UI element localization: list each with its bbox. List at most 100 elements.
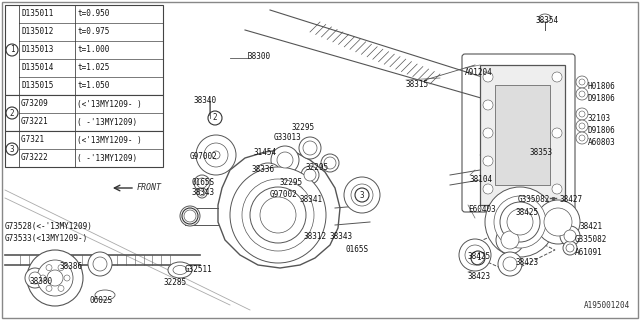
Circle shape: [88, 252, 112, 276]
Text: 38315: 38315: [406, 80, 429, 89]
Bar: [5, 5, 163, 95]
Text: G73528(<-'13MY1209): G73528(<-'13MY1209): [5, 222, 93, 231]
Text: G33013: G33013: [274, 133, 301, 142]
Circle shape: [459, 239, 491, 271]
Text: t=1.050: t=1.050: [77, 82, 109, 91]
Circle shape: [494, 196, 546, 248]
Circle shape: [303, 141, 317, 155]
Circle shape: [277, 152, 293, 168]
Ellipse shape: [549, 212, 557, 218]
Text: t=0.975: t=0.975: [77, 28, 109, 36]
Circle shape: [552, 72, 562, 82]
Text: H01806: H01806: [588, 82, 616, 91]
Circle shape: [196, 135, 236, 175]
Text: G73209: G73209: [21, 100, 49, 108]
Text: (<'13MY1209- ): (<'13MY1209- ): [77, 135, 141, 145]
Text: G335082: G335082: [518, 195, 550, 204]
Circle shape: [25, 268, 45, 288]
Circle shape: [576, 120, 588, 132]
Text: 38423: 38423: [468, 272, 491, 281]
Circle shape: [283, 180, 309, 206]
Circle shape: [564, 230, 576, 242]
Text: 32295: 32295: [280, 178, 303, 187]
Circle shape: [58, 265, 64, 271]
Text: 32295: 32295: [306, 163, 329, 172]
Text: 3: 3: [360, 190, 364, 199]
Circle shape: [299, 137, 321, 159]
Text: 38341: 38341: [300, 195, 323, 204]
Text: t=1.000: t=1.000: [77, 45, 109, 54]
Text: 38353: 38353: [530, 148, 553, 157]
Text: D135013: D135013: [21, 45, 53, 54]
Circle shape: [271, 146, 299, 174]
Text: E60403: E60403: [468, 205, 496, 214]
Text: 38343: 38343: [192, 188, 215, 197]
Bar: [480, 65, 565, 205]
Circle shape: [212, 151, 220, 159]
Circle shape: [560, 226, 580, 246]
Text: D135011: D135011: [21, 10, 53, 19]
Text: 38300: 38300: [248, 52, 271, 61]
Circle shape: [29, 272, 41, 284]
Text: G97002: G97002: [270, 190, 298, 199]
Text: 31454: 31454: [254, 148, 277, 157]
Text: 0165S: 0165S: [345, 245, 368, 254]
Text: A91204: A91204: [465, 68, 493, 77]
Text: 32103: 32103: [588, 114, 611, 123]
Circle shape: [27, 250, 83, 306]
Text: 38354: 38354: [536, 16, 559, 25]
Circle shape: [351, 184, 373, 206]
Text: ( -'13MY1209): ( -'13MY1209): [77, 154, 137, 163]
Text: D135015: D135015: [21, 82, 53, 91]
Text: 38425: 38425: [468, 252, 491, 261]
Text: D91806: D91806: [588, 126, 616, 135]
Circle shape: [576, 132, 588, 144]
Circle shape: [563, 241, 577, 255]
Circle shape: [501, 231, 519, 249]
Text: 32285: 32285: [163, 278, 186, 287]
Text: 0602S: 0602S: [90, 296, 113, 305]
Polygon shape: [218, 150, 340, 268]
Circle shape: [180, 206, 200, 226]
Circle shape: [465, 245, 485, 265]
Circle shape: [544, 208, 572, 236]
Text: A61091: A61091: [575, 248, 603, 257]
Circle shape: [579, 79, 585, 85]
Circle shape: [197, 178, 207, 188]
Text: t=0.950: t=0.950: [77, 10, 109, 19]
Text: 38336: 38336: [251, 165, 274, 174]
Ellipse shape: [168, 262, 192, 278]
Circle shape: [64, 275, 70, 281]
Circle shape: [566, 244, 574, 252]
Text: G7321: G7321: [21, 135, 49, 145]
Circle shape: [230, 167, 326, 263]
Circle shape: [552, 128, 562, 138]
Bar: [5, 131, 163, 167]
Circle shape: [576, 108, 588, 120]
Text: FRONT: FRONT: [137, 183, 162, 193]
Text: G73222: G73222: [21, 154, 49, 163]
Circle shape: [483, 184, 493, 194]
Circle shape: [552, 184, 562, 194]
Text: 38380: 38380: [30, 277, 53, 286]
Text: G32511: G32511: [185, 265, 212, 274]
Text: G73533(<13MY1209-): G73533(<13MY1209-): [5, 234, 88, 243]
Ellipse shape: [95, 290, 115, 300]
Text: t=1.025: t=1.025: [77, 63, 109, 73]
Circle shape: [197, 188, 207, 198]
Circle shape: [58, 285, 64, 292]
Circle shape: [288, 185, 304, 201]
Text: 3: 3: [10, 145, 14, 154]
Circle shape: [324, 157, 336, 169]
Circle shape: [579, 135, 585, 141]
Circle shape: [250, 187, 306, 243]
Circle shape: [498, 252, 522, 276]
Circle shape: [483, 156, 493, 166]
Text: 38104: 38104: [470, 175, 493, 184]
Text: 1: 1: [476, 253, 480, 262]
Circle shape: [208, 147, 224, 163]
Circle shape: [242, 179, 314, 251]
Text: D135012: D135012: [21, 28, 53, 36]
Circle shape: [579, 123, 585, 129]
Text: 38425: 38425: [516, 208, 539, 217]
